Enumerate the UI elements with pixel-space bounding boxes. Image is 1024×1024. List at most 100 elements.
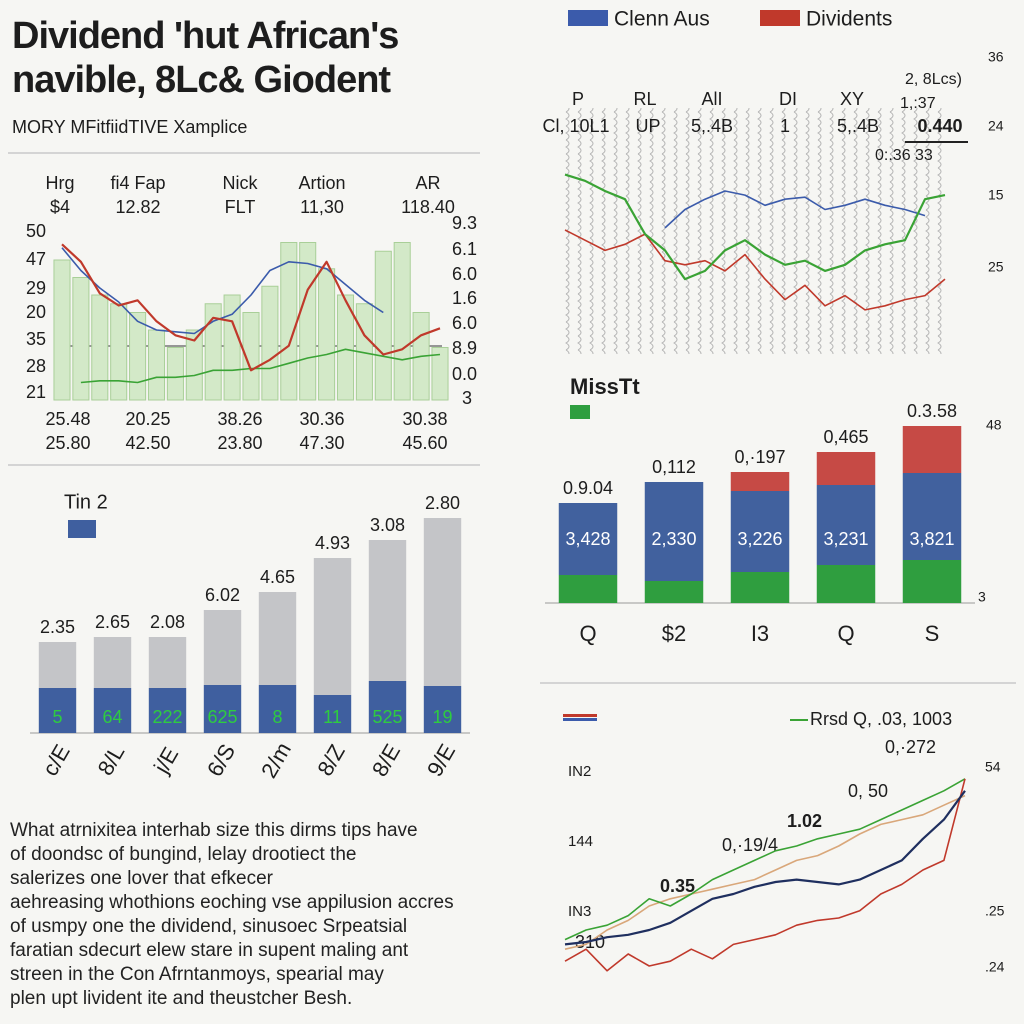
bottom-label: 47.30 (299, 433, 344, 453)
annotation: 1.02 (787, 811, 822, 831)
inner-label: 625 (207, 707, 237, 727)
texture (565, 108, 945, 354)
left-label: 20 (26, 302, 46, 322)
line-series (80, 348, 441, 384)
bar (147, 329, 166, 401)
legend-swatch (568, 10, 608, 26)
bar (374, 250, 392, 401)
chart-title: MissTt (570, 374, 640, 399)
bar-segment (38, 688, 77, 733)
bar (431, 347, 449, 401)
line-series (61, 247, 384, 335)
legend-swatch (68, 520, 96, 538)
column-head: Hrg (45, 173, 74, 193)
left-label: 144 (568, 833, 593, 850)
right-label: 8.9 (452, 338, 477, 358)
inner-label: 11 (323, 707, 342, 727)
x-tick-label: 8/L (93, 741, 130, 780)
table-cell: 5,.4B (837, 116, 879, 136)
title-line: navible, 8Lc& Giodent (12, 59, 391, 101)
column-value: FLT (225, 197, 256, 217)
annotation: 0:.36 33 (875, 147, 933, 164)
bar-segment (93, 637, 132, 688)
bar-segment (644, 482, 704, 581)
bar-segment (148, 688, 187, 733)
paragraph-line: faratian sdecurt elew stare in supent ma… (10, 940, 409, 961)
top-label: 2.65 (95, 612, 130, 632)
inner-label: 3,231 (823, 529, 868, 549)
flag (563, 714, 597, 717)
bar (223, 294, 241, 401)
column-head: Artion (298, 173, 345, 193)
inner-label: 19 (432, 707, 452, 727)
inner-label: 8 (272, 707, 282, 727)
x-tick-label: 2/m (256, 738, 296, 782)
right-label: 48 (986, 417, 1002, 433)
bar-segment (203, 610, 242, 685)
top-label: 0,465 (823, 427, 868, 447)
chart-0-labels: Hrg $4 fi4 Fap 12.82 Nick FLT Artion 11,… (26, 173, 477, 453)
paragraph-line: plen upt livident ite and theustcher Bes… (10, 988, 352, 1009)
paragraph-line: streen in the Con Afrntanmoys, spearial … (10, 964, 384, 985)
paragraph-line: of doondsc of bungind, lelay drootiect t… (10, 844, 356, 865)
bar (110, 303, 128, 401)
bar-segment (148, 637, 187, 688)
bar-segment (644, 581, 704, 603)
table-head: P (572, 89, 584, 109)
legend-label: Dividents (806, 8, 892, 31)
right-label: .25 (985, 903, 1005, 919)
bar-segment (730, 572, 790, 603)
bar (393, 242, 411, 401)
line-series (564, 778, 966, 972)
left-label: 29 (26, 278, 46, 298)
chart-1-labels: P RL AlI DI XY Cl, 10L1 UP 5,.4B 1 5,.4B… (542, 49, 1004, 354)
left-label: 21 (26, 382, 46, 402)
bar (318, 268, 336, 401)
line-series (564, 173, 946, 281)
bar (336, 294, 355, 401)
table-cell: 0.440 (917, 116, 962, 136)
x-tick-label: $2 (662, 621, 686, 646)
column-value: 118.40 (401, 197, 455, 217)
bar-segment (902, 560, 962, 603)
table-head: XY (840, 89, 864, 109)
subtitle: MORY MFitfiidTIVE Xamplice (12, 117, 247, 137)
x-tick-label: c/E (37, 740, 75, 780)
column-value: 12.82 (115, 197, 160, 217)
inner-label: 2,330 (651, 529, 696, 549)
right-label: 6.0 (452, 264, 477, 284)
right-label: 6.0 (452, 313, 477, 333)
legend-label: Clenn Aus (614, 8, 710, 31)
x-tick-label: 6/S (202, 740, 240, 781)
annotation: 1,:37 (900, 95, 936, 112)
annotation: 2, 8Lcs) (905, 71, 962, 88)
table-head: RL (633, 89, 656, 109)
top-label: 0.9.04 (563, 478, 613, 498)
table-head: DI (779, 89, 797, 109)
top-label: 2.80 (425, 493, 460, 513)
top-label: 2.08 (150, 612, 185, 632)
top-label: 3.08 (370, 515, 405, 535)
x-tick-label: Q (837, 621, 854, 646)
x-tick-label: j/E (148, 743, 183, 779)
right-label: 25 (988, 259, 1004, 275)
paragraph-line: What atrnixitea interhab size this dirms… (10, 820, 418, 841)
paragraph-line: salerizes one lover that efkecer (10, 868, 274, 889)
top-label: 0.3.58 (907, 401, 957, 421)
bar-segment (423, 686, 462, 733)
title-line: Dividend 'hut African's (12, 15, 398, 57)
annotation: 0,·19/4 (722, 835, 778, 855)
right-label: 9.3 (452, 213, 477, 233)
column-head: fi4 Fap (110, 173, 165, 193)
bar-segment (558, 575, 618, 603)
x-tick-label: S (925, 621, 940, 646)
chart-2: 2.35 5 c/E 2.65 64 8/L 2.08 222 j/E 6.02 625 6/S 4.6… (30, 493, 470, 782)
bar (242, 312, 260, 401)
x-tick-label: 8/E (367, 740, 405, 781)
bar-segment (423, 518, 462, 686)
annotation: 0.35 (660, 876, 695, 896)
bottom-label: 25.80 (45, 433, 90, 453)
bar-segment (313, 558, 352, 695)
right-label: 3 (462, 388, 472, 408)
